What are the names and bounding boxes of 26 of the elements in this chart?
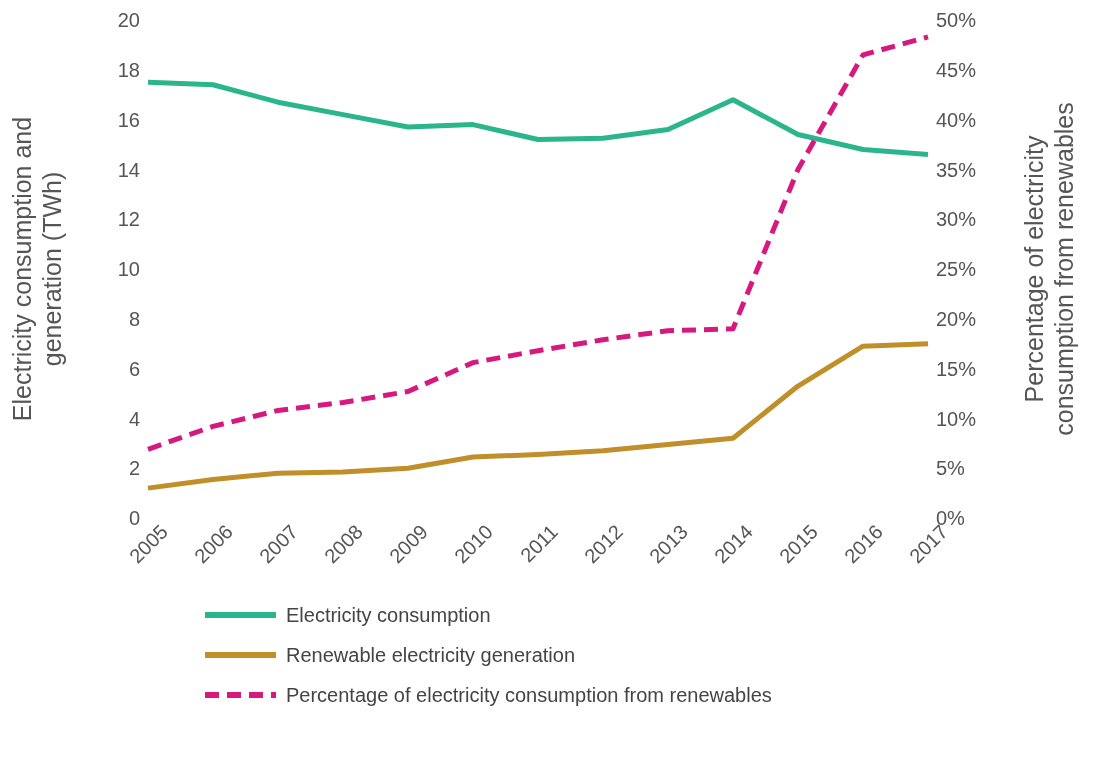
y2-tick-label: 20%: [936, 307, 977, 330]
legend-label: Renewable electricity generation: [286, 643, 576, 667]
y-tick-label: 14: [117, 158, 140, 181]
y2-tick-label: 10%: [936, 407, 977, 430]
y2-tick-label: 40%: [936, 108, 977, 131]
y2-tick-label: 25%: [936, 258, 977, 281]
y2-axis-title: Percentage of electricity consumption from renewables: [1020, 102, 1078, 436]
y-tick-label: 6: [128, 357, 140, 380]
y2-tick-label: 30%: [936, 208, 977, 231]
y-tick-label: 16: [117, 108, 140, 131]
y-tick-label: 20: [117, 9, 140, 32]
y-tick-label: 4: [128, 407, 140, 430]
y-tick-label: 8: [128, 307, 140, 330]
y2-tick-label: 15%: [936, 357, 977, 380]
y2-tick-label: 45%: [936, 58, 977, 81]
y-tick-label: 12: [117, 208, 140, 231]
y-tick-label: 18: [117, 58, 140, 81]
y-axis-title: Electricity consumption and generation (TWh): [8, 116, 66, 422]
legend-label: Electricity consumption: [286, 603, 491, 627]
y-tick-label: 0: [128, 507, 140, 530]
y2-tick-label: 35%: [936, 158, 977, 181]
y2-tick-label: 50%: [936, 9, 977, 32]
y2-tick-label: 5%: [936, 457, 966, 480]
legend-label: Percentage of electricity consumption from renewables: [286, 683, 772, 707]
y-tick-label: 2: [128, 457, 140, 480]
y-tick-label: 10: [117, 258, 140, 281]
